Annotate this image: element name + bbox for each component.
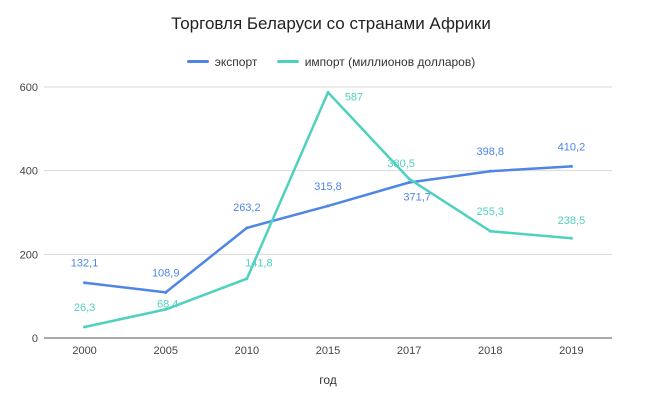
x-tick-label: 2000 [72,345,96,357]
data-point-import [326,90,330,94]
y-tick-label: 600 [20,82,38,94]
legend-label-export: экспорт [214,54,258,69]
legend: экспорт импорт (миллионов долларов) [0,52,662,69]
chart-title: Торговля Беларуси со странами Африки [171,14,491,33]
y-tick-label: 200 [20,249,38,261]
data-label-export: 410,2 [558,141,586,153]
data-point-import [245,277,249,281]
data-point-import [488,229,492,233]
x-tick-label: 2019 [559,345,583,357]
data-label-import: 238,5 [558,215,586,227]
data-label-export: 371,7 [403,192,431,204]
data-point-export [569,164,573,168]
data-label-import: 141,8 [245,258,273,270]
legend-item-export: экспорт [186,54,258,69]
y-tick-label: 400 [20,166,38,178]
x-tick-label: 2005 [153,345,177,357]
data-point-export [83,281,87,285]
data-label-import: 587 [345,91,363,103]
legend-label-import: импорт (миллионов долларов) [304,54,476,69]
data-point-import [407,177,411,181]
x-tick-label: 2018 [478,345,502,357]
data-label-export: 263,2 [233,202,261,214]
data-point-export [164,290,168,294]
x-axis-title: год [319,373,337,387]
x-tick-label: 2015 [316,345,340,357]
data-label-export: 132,1 [71,258,99,270]
data-label-import: 68,4 [157,298,178,310]
data-point-import [83,325,87,329]
data-label-export: 315,8 [314,181,342,193]
data-label-export: 108,9 [152,267,180,279]
legend-swatch-export [186,60,209,63]
data-point-export [326,204,330,208]
data-label-import: 380,5 [387,158,415,170]
data-point-import [164,307,168,311]
data-point-export [245,226,249,230]
legend-swatch-import [276,60,299,63]
x-tick-label: 2017 [397,345,421,357]
legend-item-import: импорт (миллионов долларов) [276,54,476,69]
y-tick-label: 0 [32,333,38,345]
data-point-export [488,169,492,173]
data-label-import: 255,3 [477,206,505,218]
data-label-import: 26,3 [74,302,95,314]
data-point-import [569,236,573,240]
data-label-export: 398,8 [477,146,505,158]
x-tick-label: 2010 [235,345,259,357]
data-point-export [407,181,411,185]
